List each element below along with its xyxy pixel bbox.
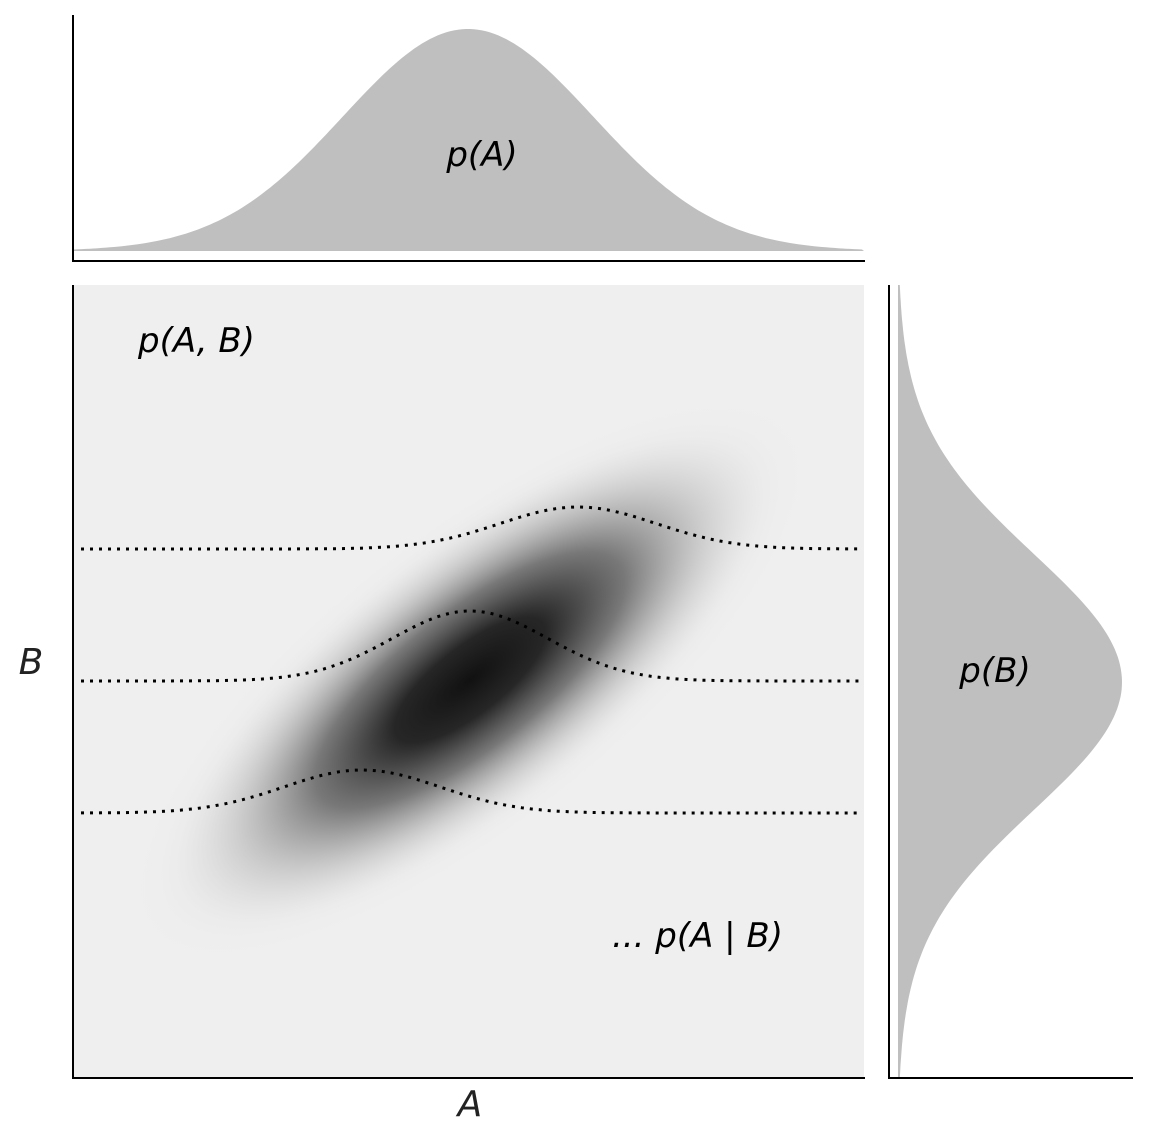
joint-density-blob <box>126 395 814 965</box>
marginal-a-label: p(A) <box>445 135 517 175</box>
joint-panel: p(A, B) ... p(A | B) <box>72 285 865 1079</box>
conditional-slice-middle <box>81 609 861 683</box>
conditional-slice-bottom <box>81 768 861 815</box>
axis-b-label: B <box>19 642 44 683</box>
conditional-slice-top <box>81 505 861 551</box>
conditional-label: ... p(A | B) <box>612 916 783 956</box>
marginal-a-density <box>74 29 864 251</box>
marginal-b-panel: p(B) <box>888 285 1133 1079</box>
marginal-b-label: p(B) <box>958 651 1030 691</box>
axis-a-label: A <box>456 1084 483 1125</box>
joint-label: p(A, B) <box>137 321 255 361</box>
marginal-a-panel: p(A) <box>72 15 865 262</box>
marginal-b-density <box>898 285 1122 1077</box>
